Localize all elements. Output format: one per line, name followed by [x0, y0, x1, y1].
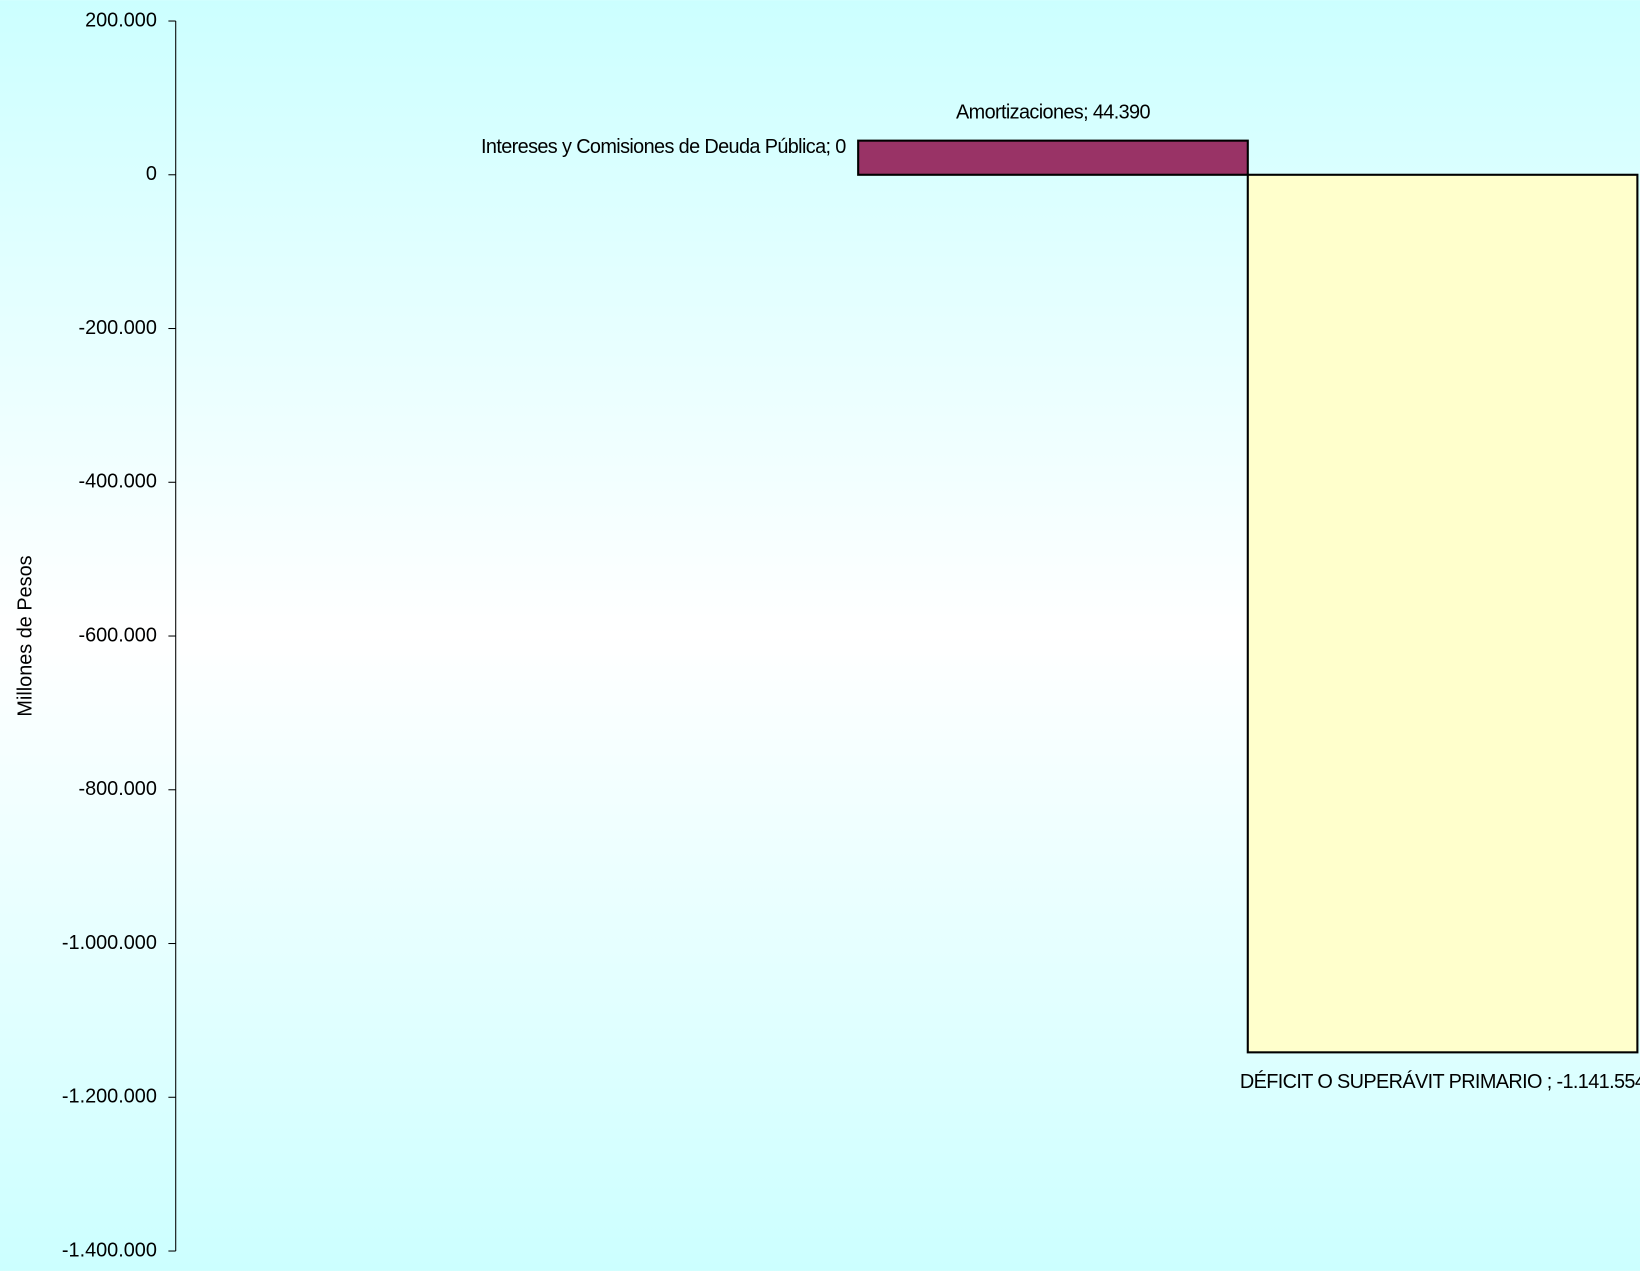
y-tick-label: -1.000.000: [62, 932, 157, 954]
bar: [1246, 173, 1639, 1054]
y-tick-label: -400.000: [78, 471, 156, 493]
y-axis-title: Millones de Pesos: [14, 555, 36, 716]
y-tick-label: -600.000: [78, 624, 156, 646]
y-tick-label: 0: [146, 163, 157, 185]
data-label: DÉFICIT O SUPERÁVIT PRIMARIO ; -1.141.55…: [1239, 1071, 1640, 1094]
y-tick-label: -1.400.000: [62, 1239, 157, 1261]
y-tick-label: 200.000: [85, 9, 157, 31]
data-label: Intereses y Comisiones de Deuda Pública;…: [481, 136, 846, 159]
y-tick-label: -800.000: [78, 778, 156, 800]
data-label: Amortizaciones; 44.390: [956, 101, 1150, 124]
data-label-box: Intereses y Comisiones de Deuda Pública;…: [481, 136, 846, 159]
y-tick-label: -1.200.000: [62, 1086, 157, 1108]
data-label-box: DÉFICIT O SUPERÁVIT PRIMARIO ; -1.141.55…: [1239, 1071, 1640, 1094]
bar: [857, 139, 1249, 176]
y-tick-label: -200.000: [78, 317, 156, 339]
data-label-box: Amortizaciones; 44.390: [956, 101, 1150, 124]
